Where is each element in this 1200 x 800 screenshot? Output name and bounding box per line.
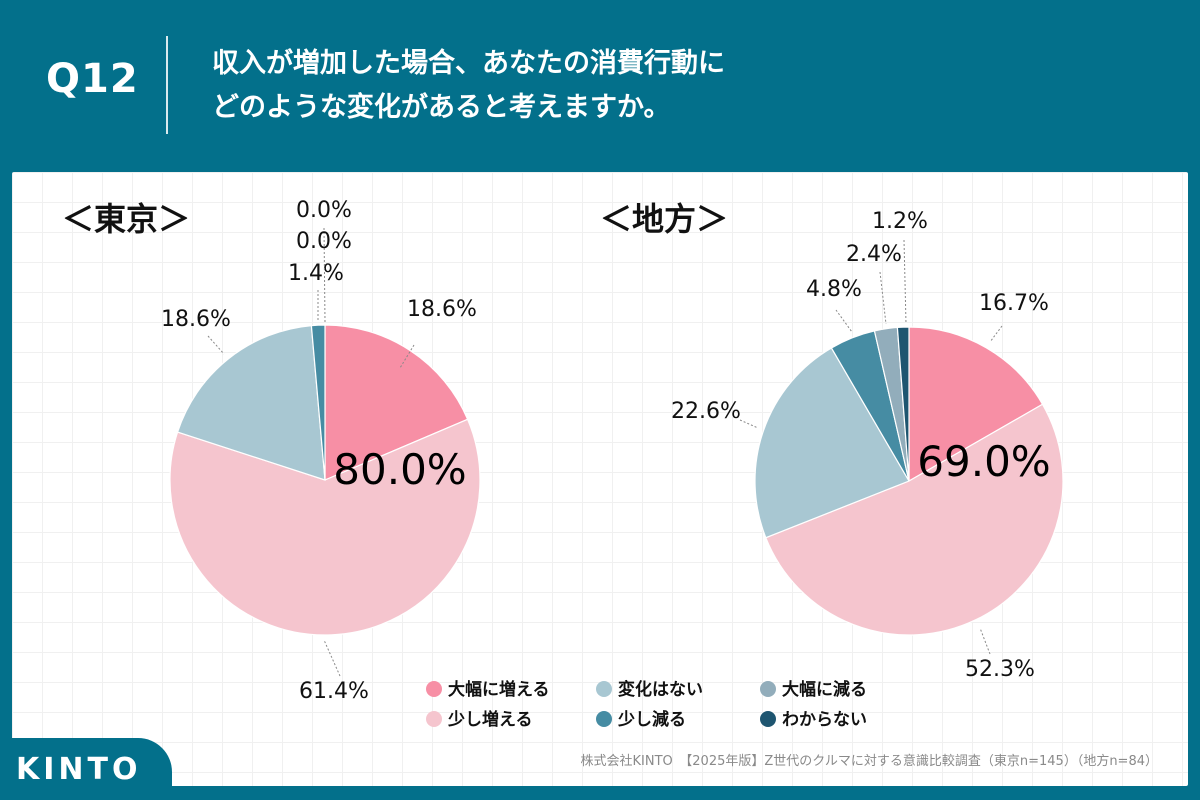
pie-slice: [310, 324, 326, 481]
pie-slice: [176, 324, 326, 481]
kinto-logo: KINTO: [16, 752, 142, 787]
bottom-bar: [0, 786, 1200, 800]
legend-swatch: [596, 681, 612, 697]
data-label: 0.0%: [296, 198, 352, 223]
legend-swatch: [760, 681, 776, 697]
pie-slice: [169, 418, 481, 636]
data-label: 18.6%: [407, 297, 477, 322]
header: Q12 収入が増加した場合、あなたの消費行動に どのような変化があると考えますか…: [0, 0, 1200, 170]
data-label: 16.7%: [979, 291, 1049, 316]
legend-label: 大幅に増える: [448, 679, 550, 700]
center-total-label: 69.0%: [917, 437, 1050, 486]
leader-line: [835, 309, 853, 333]
legend-label: わからない: [782, 710, 867, 730]
logo-tab: [0, 738, 172, 800]
chart-title: ＜地方＞: [600, 200, 728, 238]
data-label: 1.4%: [288, 261, 344, 286]
legend-label: 変化はない: [618, 679, 703, 700]
pie-slice: [896, 326, 910, 482]
legend-label: 大幅に減る: [782, 679, 867, 700]
legend-swatch: [596, 711, 612, 727]
legend-label: 少し減る: [617, 709, 686, 730]
data-label: 4.8%: [806, 277, 862, 302]
data-label: 18.6%: [161, 307, 231, 332]
data-label: 52.3%: [965, 657, 1035, 682]
question-title: 収入が増加した場合、あなたの消費行動に どのような変化があると考えますか。: [212, 42, 1112, 130]
leader-line: [979, 627, 991, 655]
pie-slice: [754, 347, 910, 539]
legend-swatch: [426, 711, 442, 727]
data-label: 2.4%: [846, 242, 902, 267]
leader-line: [989, 325, 1003, 343]
legend-swatch: [760, 711, 776, 727]
leader-line: [207, 335, 225, 355]
leader-line: [399, 344, 415, 369]
leader-line: [903, 239, 907, 325]
pie-slice: [908, 326, 1044, 483]
leader-line: [323, 639, 341, 677]
footer-source: 株式会社KINTO 【2025年版】Z世代のクルマに対する意識比較調査（東京n=…: [580, 754, 1158, 769]
chart-title: ＜東京＞: [62, 200, 190, 238]
leader-line: [739, 419, 759, 429]
legend-label: 少し増える: [447, 709, 533, 730]
question-title-line1: 収入が増加した場合、あなたの消費行動に: [212, 48, 725, 79]
data-label: 22.6%: [671, 399, 741, 424]
center-total-label: 80.0%: [333, 445, 466, 494]
question-title-line2: どのような変化があると考えますか。: [212, 92, 671, 123]
question-number: Q12: [46, 56, 139, 102]
header-divider: [166, 36, 168, 134]
pie-slice: [765, 403, 1064, 636]
legend-swatch: [426, 681, 442, 697]
pie-slice: [324, 324, 469, 481]
data-label: 1.2%: [872, 209, 928, 234]
data-label: 0.0%: [296, 229, 352, 254]
data-label: 61.4%: [299, 679, 369, 704]
leader-line: [879, 271, 887, 325]
